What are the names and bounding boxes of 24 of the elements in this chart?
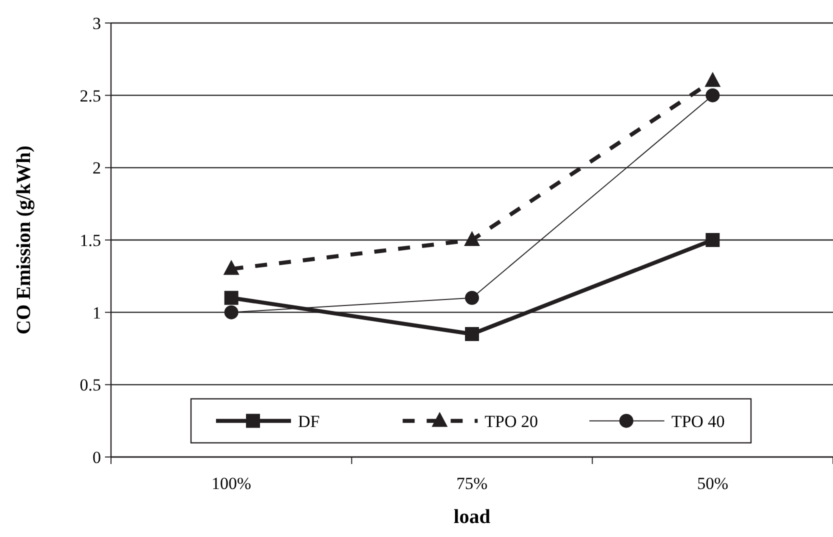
y-tick-label: 1	[92, 303, 101, 322]
point	[465, 290, 479, 305]
y-tick-label: 0	[92, 448, 101, 467]
point	[704, 72, 721, 87]
point	[706, 233, 720, 247]
y-axis-title: CO Emission (g/kWh)	[13, 146, 35, 334]
legend-label: TPO 40	[671, 412, 725, 431]
x-tick-label: 75%	[456, 474, 488, 493]
y-tick-label: 2.5	[80, 86, 101, 106]
point	[465, 327, 479, 342]
point	[224, 305, 238, 320]
y-tick-label: 2	[92, 158, 101, 178]
y-tick-label: 1.5	[80, 230, 101, 250]
point	[706, 88, 720, 102]
point	[223, 260, 240, 275]
x-tick-label: 100%	[211, 474, 252, 493]
point	[464, 231, 480, 246]
y-tick-label: 3	[92, 14, 101, 33]
x-axis-title: load	[454, 506, 490, 528]
x-tick-label: 50%	[697, 474, 728, 493]
legend-label: TPO 20	[484, 412, 538, 431]
point	[224, 290, 238, 305]
y-tick-label: 0.5	[80, 376, 101, 395]
legend-label: DF	[298, 412, 320, 431]
